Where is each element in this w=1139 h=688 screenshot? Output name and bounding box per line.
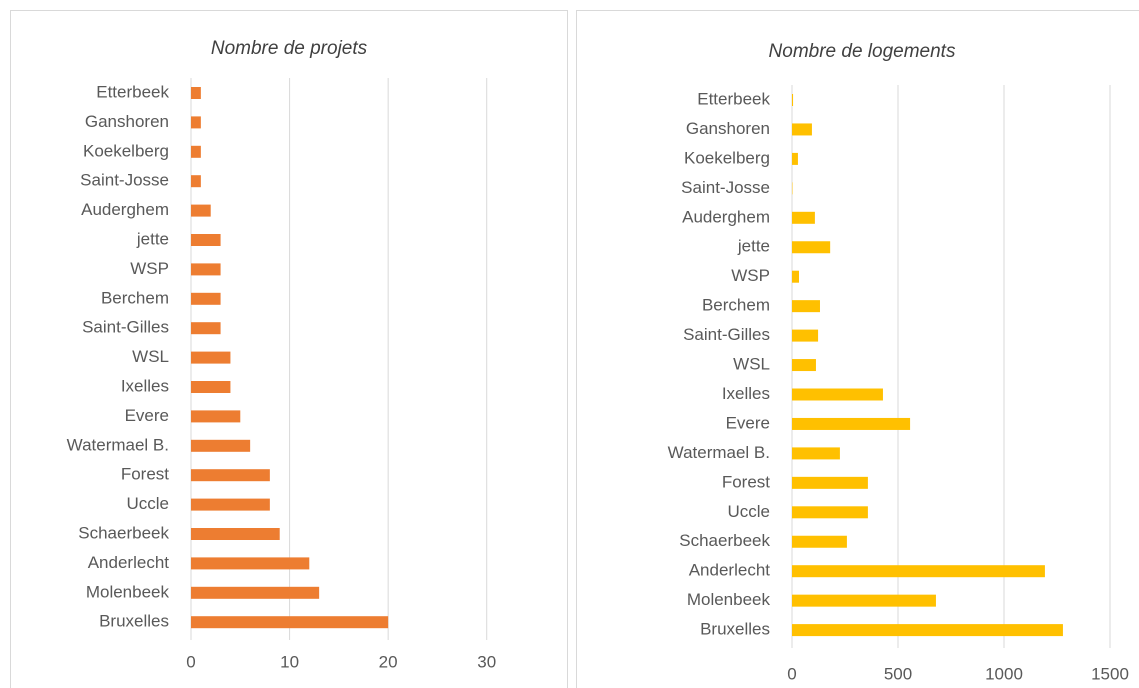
bar [792, 241, 831, 254]
bar [792, 417, 911, 430]
bar [191, 439, 251, 452]
y-tick-label: Watermael B. [67, 435, 169, 454]
y-tick-label: Schaerbeek [679, 531, 770, 550]
y-tick-label: Forest [121, 465, 169, 484]
bar [191, 322, 221, 335]
y-tick-label: Watermael B. [668, 443, 770, 462]
bar [792, 535, 847, 548]
chart-title: Nombre de projets [211, 38, 368, 59]
y-tick-label: WSL [132, 347, 169, 366]
y-tick-label: Forest [722, 472, 770, 491]
y-tick-label: Ganshoren [85, 112, 169, 131]
y-tick-label: Ixelles [722, 384, 770, 403]
y-tick-label: Bruxelles [700, 620, 770, 639]
bar [191, 498, 270, 511]
y-tick-label: Schaerbeek [78, 523, 169, 542]
y-tick-label: Berchem [101, 288, 169, 307]
y-tick-label: Ganshoren [686, 119, 770, 138]
bar [191, 351, 231, 364]
bar [792, 388, 883, 401]
bar [792, 624, 1063, 637]
bar [191, 586, 320, 599]
y-tick-label: WSP [731, 266, 770, 285]
y-tick-label: Etterbeek [697, 89, 770, 108]
y-tick-label: WSL [733, 355, 770, 374]
bar [191, 528, 280, 540]
bar [792, 211, 815, 224]
bar [792, 359, 816, 372]
x-tick-label: 0 [787, 664, 796, 683]
y-tick-label: Ixelles [121, 376, 169, 395]
bar [191, 557, 310, 570]
bar [792, 270, 799, 283]
x-tick-label: 500 [884, 664, 912, 683]
bar [792, 476, 868, 489]
bar [792, 447, 840, 460]
y-tick-label: Koekelberg [83, 141, 169, 160]
y-tick-label: Anderlecht [689, 561, 771, 580]
y-tick-label: WSP [130, 259, 169, 278]
x-tick-label: 1500 [1091, 664, 1129, 683]
y-tick-label: Anderlecht [88, 553, 170, 572]
y-tick-label: jette [737, 237, 770, 256]
x-tick-label: 1000 [985, 664, 1023, 683]
y-tick-label: Uccle [727, 502, 770, 521]
bar [191, 116, 201, 129]
y-tick-label: Auderghem [682, 207, 770, 226]
y-tick-label: Saint-Josse [80, 171, 169, 190]
bar [191, 204, 211, 217]
bar [792, 123, 812, 136]
y-tick-label: Saint-Gilles [683, 325, 770, 344]
chart-title: Nombre de logements [769, 41, 956, 62]
bar [792, 94, 794, 106]
y-tick-label: jette [136, 229, 169, 248]
y-tick-label: Koekelberg [684, 148, 770, 167]
bar [792, 506, 868, 519]
bar [191, 469, 270, 482]
bar [792, 565, 1045, 578]
bar [191, 263, 221, 276]
y-tick-label: Saint-Josse [681, 178, 770, 197]
y-tick-label: Etterbeek [96, 82, 169, 101]
x-tick-label: 0 [186, 652, 195, 671]
bar [191, 234, 221, 246]
bar [792, 329, 819, 342]
bar [792, 594, 936, 607]
bar [191, 145, 201, 158]
y-tick-label: Evere [125, 406, 169, 425]
panel [10, 10, 568, 688]
x-tick-label: 10 [280, 652, 299, 671]
bar [191, 410, 241, 423]
y-tick-label: Uccle [126, 494, 169, 513]
x-tick-label: 30 [477, 652, 496, 671]
bar [191, 381, 231, 393]
bar [191, 175, 201, 188]
bar [792, 300, 820, 313]
bar [191, 292, 221, 305]
y-tick-label: Saint-Gilles [82, 318, 169, 337]
y-tick-label: Molenbeek [687, 590, 771, 609]
y-tick-label: Auderghem [81, 200, 169, 219]
y-tick-label: Molenbeek [86, 582, 170, 601]
y-tick-label: Berchem [702, 296, 770, 315]
y-tick-label: Bruxelles [99, 612, 169, 631]
y-tick-label: Evere [726, 413, 770, 432]
bar [191, 87, 201, 99]
bar [792, 152, 798, 165]
x-tick-label: 20 [379, 652, 398, 671]
bar [191, 616, 389, 629]
panel [576, 10, 1139, 688]
